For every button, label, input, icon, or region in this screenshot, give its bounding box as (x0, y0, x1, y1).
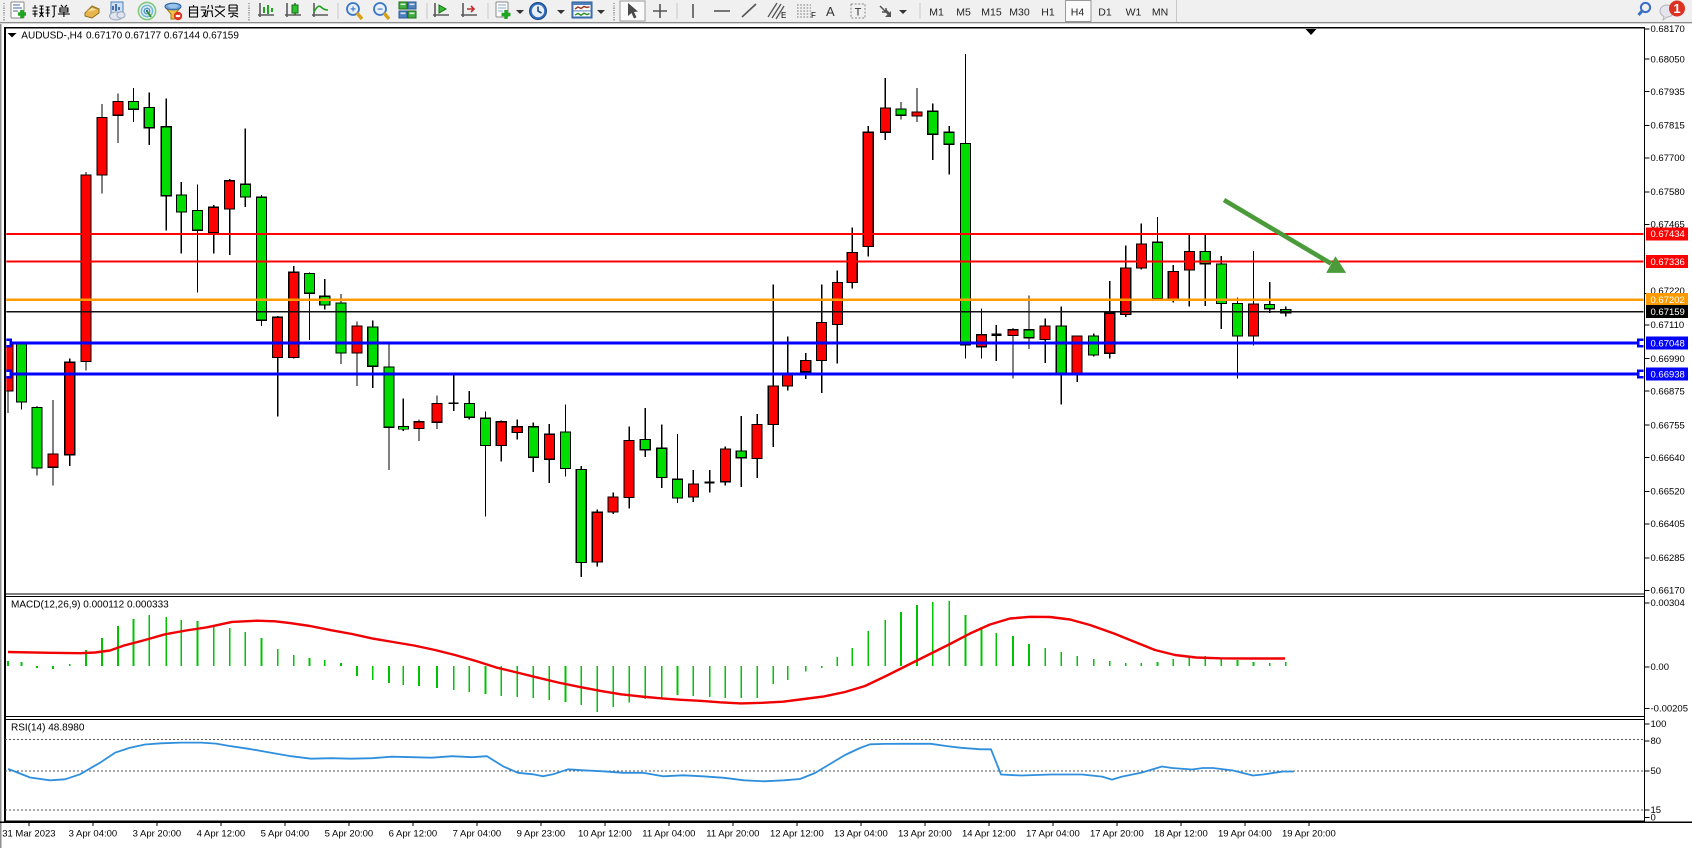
svg-text:5 Apr 04:00: 5 Apr 04:00 (261, 829, 310, 840)
svg-text:31 Mar 2023: 31 Mar 2023 (2, 829, 55, 840)
svg-text:9 Apr 23:00: 9 Apr 23:00 (517, 829, 566, 840)
svg-text:0.67580: 0.67580 (1651, 187, 1685, 198)
svg-text:M30: M30 (1009, 7, 1030, 19)
svg-text:13 Apr 04:00: 13 Apr 04:00 (834, 829, 888, 840)
svg-text:50: 50 (1651, 766, 1662, 777)
svg-text:-0.00205: -0.00205 (1651, 704, 1689, 715)
svg-text:80: 80 (1651, 736, 1662, 747)
svg-text:W1: W1 (1126, 7, 1142, 19)
svg-text:0.68170: 0.68170 (1651, 24, 1685, 35)
svg-text:−: − (377, 5, 383, 16)
svg-text:100: 100 (1651, 719, 1667, 730)
svg-text:A: A (826, 4, 835, 19)
svg-text:M5: M5 (956, 7, 971, 19)
svg-text:RSI(14) 48.8980: RSI(14) 48.8980 (11, 723, 85, 734)
svg-text:0: 0 (1651, 813, 1656, 824)
svg-text:15: 15 (1651, 805, 1662, 816)
svg-text:18 Apr 12:00: 18 Apr 12:00 (1154, 829, 1208, 840)
svg-text:3 Apr 20:00: 3 Apr 20:00 (133, 829, 182, 840)
svg-text:17 Apr 20:00: 17 Apr 20:00 (1090, 829, 1144, 840)
svg-text:0.00: 0.00 (1651, 662, 1670, 673)
svg-text:F: F (811, 11, 816, 20)
svg-text:H4: H4 (1071, 7, 1085, 19)
svg-text:19 Apr 20:00: 19 Apr 20:00 (1282, 829, 1336, 840)
svg-text:7 Apr 04:00: 7 Apr 04:00 (453, 829, 502, 840)
svg-text:0.67935: 0.67935 (1651, 87, 1685, 98)
svg-text:0.67434: 0.67434 (1651, 229, 1685, 240)
svg-text:0.67700: 0.67700 (1651, 153, 1685, 164)
svg-text:0.67048: 0.67048 (1651, 338, 1685, 349)
svg-text:17 Apr 04:00: 17 Apr 04:00 (1026, 829, 1080, 840)
svg-text:5 Apr 20:00: 5 Apr 20:00 (325, 829, 374, 840)
svg-text:0.66990: 0.66990 (1651, 354, 1685, 365)
svg-text:0.66405: 0.66405 (1651, 519, 1685, 530)
svg-text:10 Apr 12:00: 10 Apr 12:00 (578, 829, 632, 840)
svg-text:M1: M1 (929, 7, 944, 19)
svg-text:0.66520: 0.66520 (1651, 487, 1685, 498)
svg-text:14 Apr 12:00: 14 Apr 12:00 (962, 829, 1016, 840)
svg-text:1: 1 (1673, 1, 1680, 16)
svg-text:0.67202: 0.67202 (1651, 295, 1685, 306)
svg-text:D1: D1 (1098, 7, 1112, 19)
svg-text:0.67465: 0.67465 (1651, 220, 1685, 231)
svg-text:0.66755: 0.66755 (1651, 420, 1685, 431)
svg-text:0.66285: 0.66285 (1651, 553, 1685, 564)
svg-text:0.67220: 0.67220 (1651, 286, 1685, 297)
svg-text:+: + (350, 5, 356, 16)
svg-text:0.67170 0.67177 0.67144 0.6715: 0.67170 0.67177 0.67144 0.67159 (86, 30, 239, 41)
svg-text:0.66170: 0.66170 (1651, 586, 1685, 597)
svg-text:0.66875: 0.66875 (1651, 386, 1685, 397)
svg-text:0.67159: 0.67159 (1651, 307, 1685, 318)
svg-text:MACD(12,26,9) 0.000112 0.00033: MACD(12,26,9) 0.000112 0.000333 (11, 600, 169, 611)
svg-text:11 Apr 20:00: 11 Apr 20:00 (706, 829, 759, 840)
svg-text:0.66640: 0.66640 (1651, 453, 1685, 464)
svg-text:AUDUSD-,H4: AUDUSD-,H4 (21, 30, 83, 41)
svg-text:4 Apr 12:00: 4 Apr 12:00 (197, 829, 246, 840)
svg-text:0.00304: 0.00304 (1651, 598, 1685, 609)
svg-text:M15: M15 (981, 7, 1002, 19)
svg-text:0.66938: 0.66938 (1651, 369, 1685, 380)
svg-text:T: T (855, 7, 862, 19)
svg-text:0.68050: 0.68050 (1651, 54, 1685, 65)
svg-text:19 Apr 04:00: 19 Apr 04:00 (1218, 829, 1272, 840)
svg-text:E: E (781, 11, 786, 20)
svg-text:13 Apr 20:00: 13 Apr 20:00 (898, 829, 952, 840)
svg-text:6 Apr 12:00: 6 Apr 12:00 (389, 829, 438, 840)
svg-text:0.67815: 0.67815 (1651, 121, 1685, 132)
svg-text:H1: H1 (1041, 7, 1055, 19)
svg-text:MN: MN (1152, 7, 1168, 19)
svg-text:12 Apr 12:00: 12 Apr 12:00 (770, 829, 824, 840)
svg-text:0.67110: 0.67110 (1651, 320, 1685, 331)
svg-text:3 Apr 04:00: 3 Apr 04:00 (69, 829, 118, 840)
svg-text:0.67336: 0.67336 (1651, 257, 1685, 268)
svg-text:11 Apr 04:00: 11 Apr 04:00 (642, 829, 695, 840)
